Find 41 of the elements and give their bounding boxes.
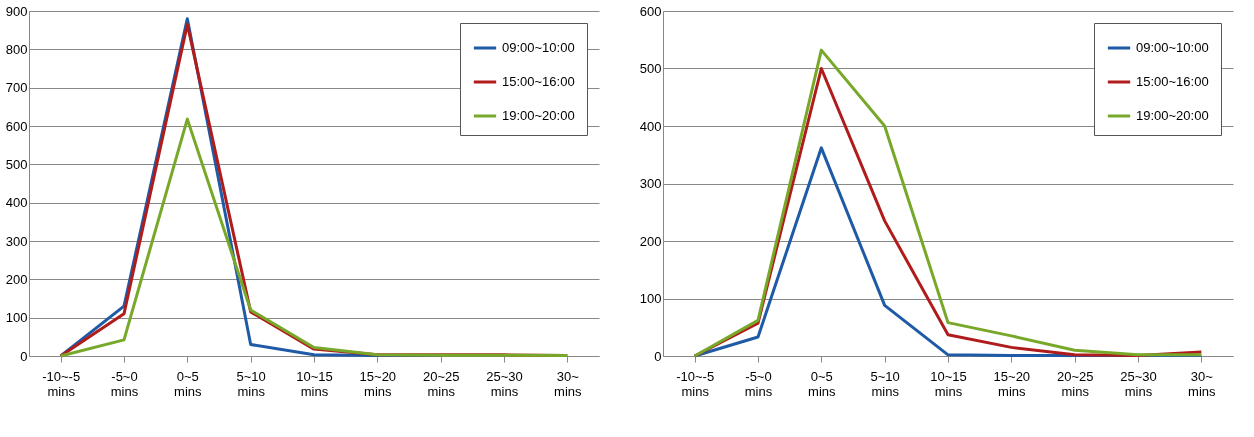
x-tick-label: -5~0 mins [110,368,139,399]
y-tick-label: 400 [5,195,28,211]
x-tick-label: 15~20 mins [993,368,1031,399]
legend-label: 09:00~10:00 [1136,40,1209,55]
x-tick-label: 10~15 mins [296,368,333,399]
y-tick-label: 200 [639,233,662,249]
x-tick-label: 15~20 mins [359,368,397,399]
x-tick-label: 30~ mins [1188,368,1217,399]
y-tick-label: 500 [5,156,28,172]
x-tick-label: 10~15 mins [930,368,967,399]
x-tick-label: 0~5 mins [174,368,203,399]
legend-label: 19:00~20:00 [502,108,575,123]
x-tick-label: 25~30 mins [486,368,523,399]
y-tick-label: 400 [639,118,662,134]
x-tick-label: 20~25 mins [422,368,460,399]
legend-label: 15:00~16:00 [1136,74,1209,89]
x-tick-label: -10~-5 mins [42,368,81,399]
x-tick-label: -10~-5 mins [676,368,715,399]
x-tick-label: 5~10 mins [236,368,266,399]
legend-label: 09:00~10:00 [502,40,575,55]
x-tick-label: 25~30 mins [1120,368,1157,399]
y-tick-label: 700 [5,80,28,96]
y-tick-label: 600 [5,118,28,134]
legend-label: 19:00~20:00 [1136,108,1209,123]
y-tick-label: 600 [639,3,662,19]
y-tick-label: 500 [639,61,662,76]
y-tick-label: 800 [5,41,28,57]
x-tick-label: 5~10 mins [870,368,900,399]
y-tick-label: 100 [5,310,28,326]
y-tick-label: 300 [5,233,28,249]
y-tick-label: 0 [20,348,28,364]
y-tick-label: 200 [5,271,28,287]
x-tick-label: 30~ mins [554,368,583,399]
y-tick-label: 900 [5,3,28,19]
x-tick-label: 0~5 mins [808,368,837,399]
legend-label: 15:00~16:00 [502,74,575,89]
y-tick-label: 300 [639,176,662,191]
x-tick-label: 20~25 mins [1056,368,1094,399]
x-tick-label: -5~0 mins [744,368,773,399]
y-tick-label: 100 [639,291,662,306]
y-tick-label: 0 [654,348,662,364]
